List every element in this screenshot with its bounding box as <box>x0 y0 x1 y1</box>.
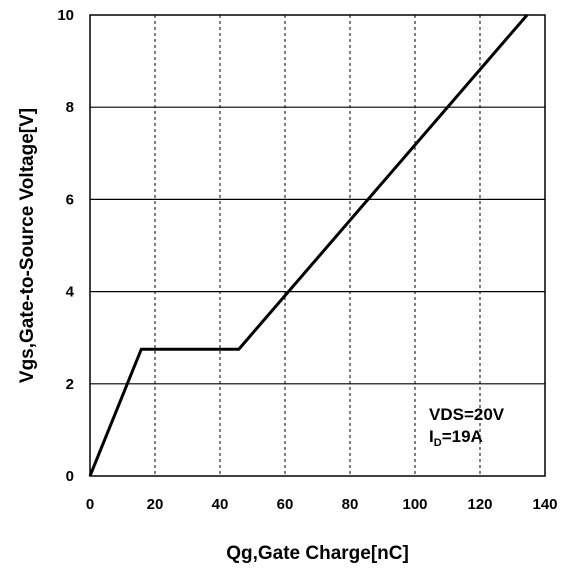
y-tick-label: 4 <box>66 284 75 301</box>
y-axis-title: Vgs,Gate-to-Source Voltage[V] <box>17 108 38 383</box>
plot-frame <box>89 14 546 477</box>
x-tick-label: 0 <box>86 496 94 513</box>
y-tick-label: 6 <box>66 191 74 208</box>
grid <box>90 15 545 476</box>
x-tick-label: 80 <box>342 496 359 513</box>
vds-annotation: VDS=20V <box>429 405 505 424</box>
x-tick-label: 60 <box>277 496 294 513</box>
y-tick-label: 10 <box>57 7 74 24</box>
y-tick-label: 0 <box>66 468 74 485</box>
y-tick-labels: 0 2 4 6 8 10 <box>57 7 74 485</box>
x-tick-label: 40 <box>212 496 229 513</box>
x-tick-label: 20 <box>147 496 164 513</box>
id-annotation: ID=19A <box>429 427 483 449</box>
id-annotation-subscript: D <box>434 437 442 449</box>
id-annotation-prefix: I <box>429 427 434 446</box>
x-axis-title: Qg,Gate Charge[nC] <box>226 543 409 564</box>
series-line-0 <box>88 14 529 477</box>
series-layer <box>88 14 529 477</box>
x-tick-label: 120 <box>467 496 492 513</box>
x-tick-labels: 0 20 40 60 80 100 120 140 <box>86 496 558 513</box>
id-annotation-value: =19A <box>442 427 483 446</box>
y-tick-label: 2 <box>66 376 74 393</box>
y-tick-label: 8 <box>66 99 74 116</box>
x-tick-label: 140 <box>532 496 557 513</box>
x-tick-label: 100 <box>402 496 427 513</box>
